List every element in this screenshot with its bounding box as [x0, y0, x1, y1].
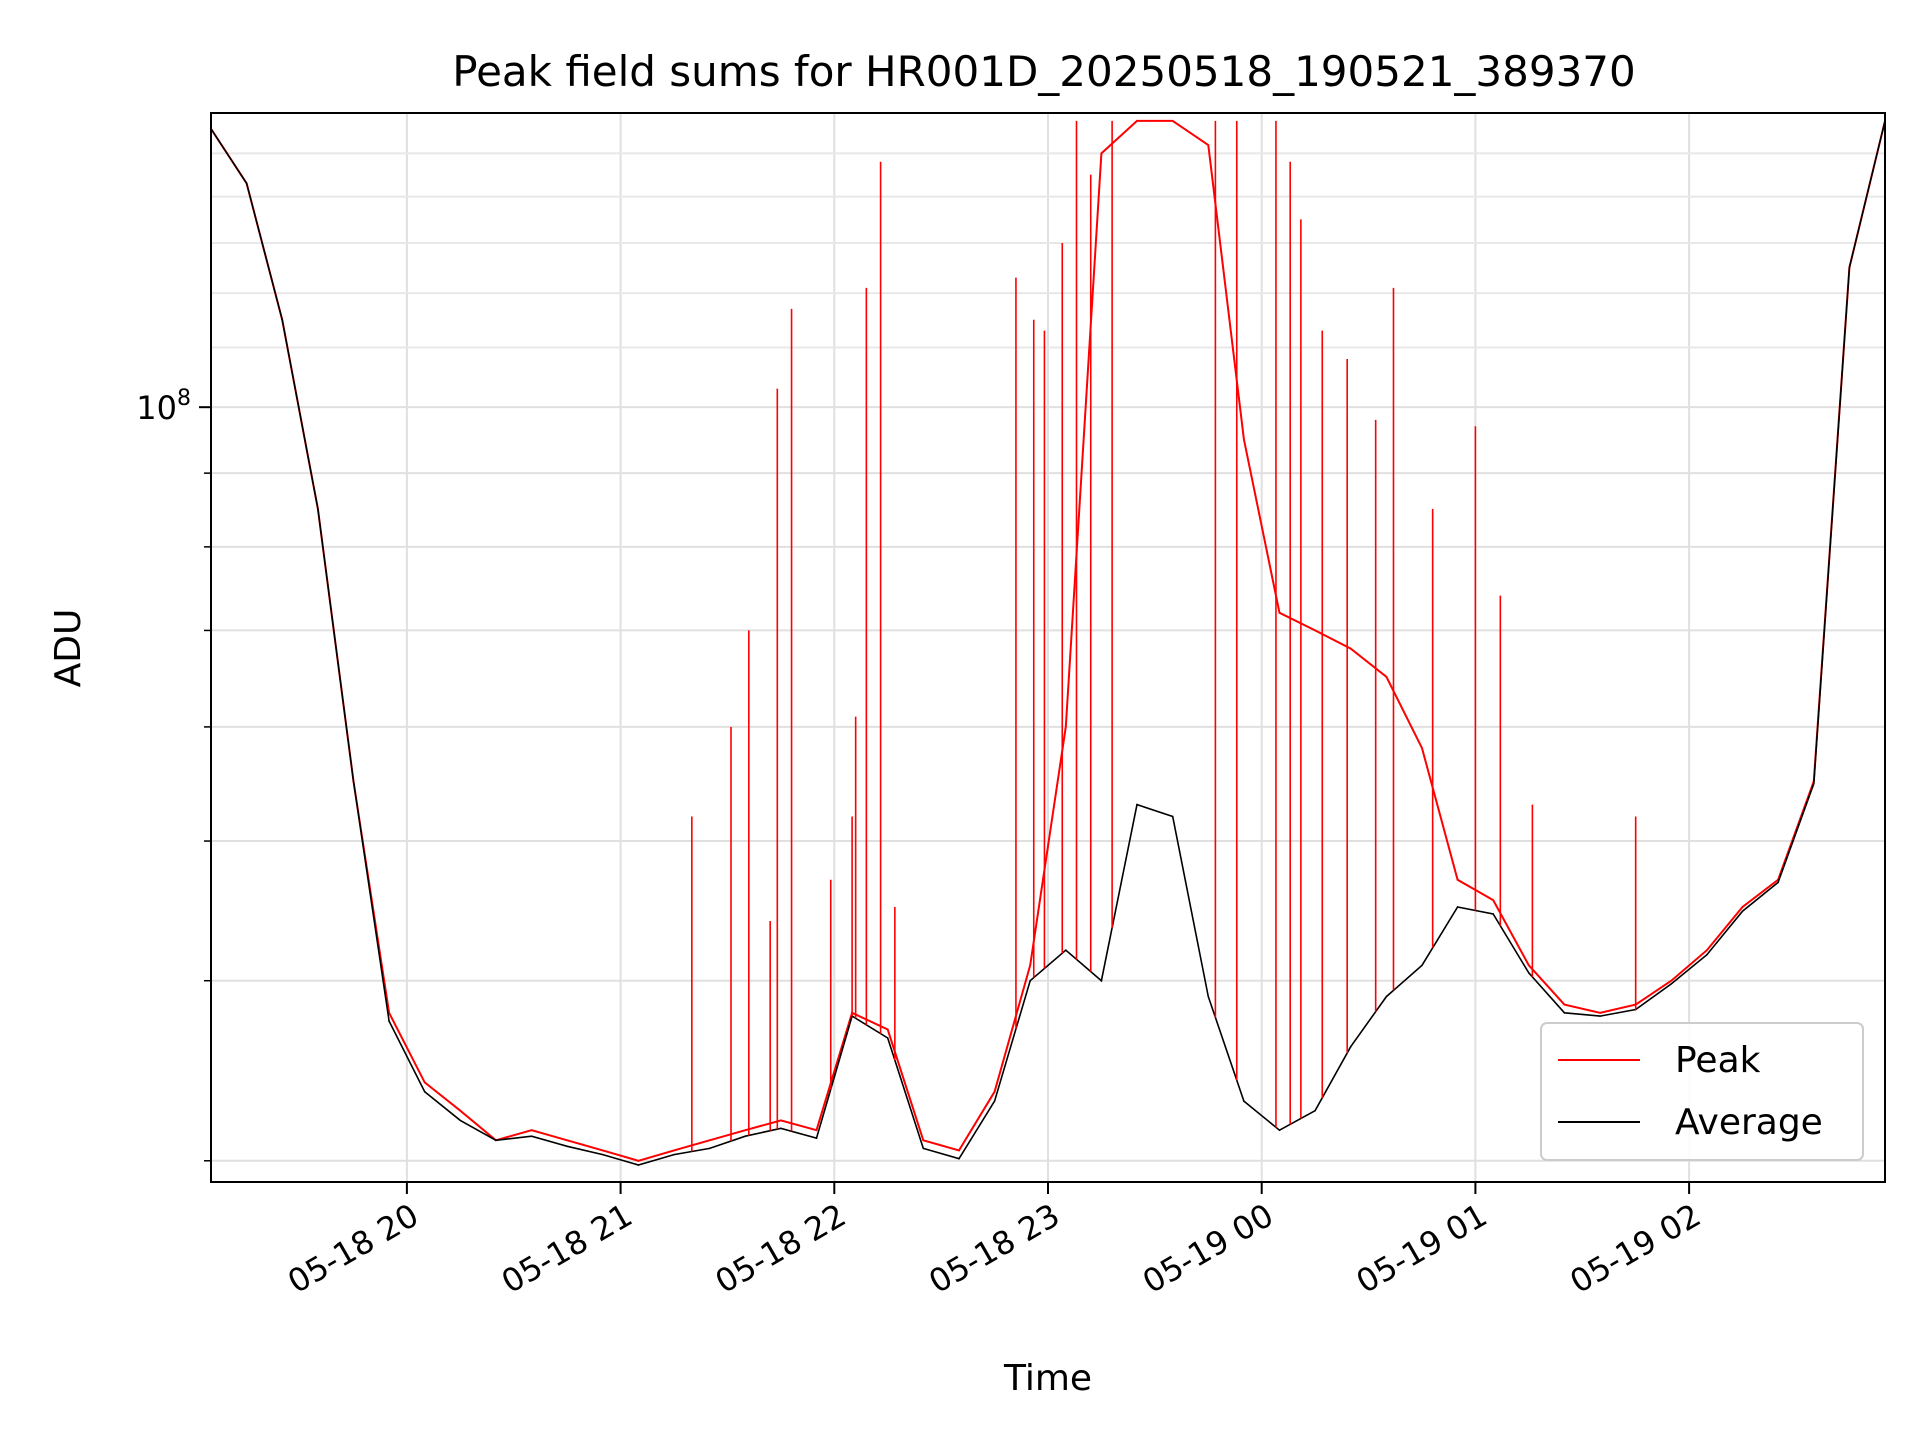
- data-point-peak: [1599, 1012, 1601, 1014]
- data-point-average: [1528, 972, 1530, 974]
- data-point-peak: [1065, 726, 1067, 728]
- plot-area: [211, 119, 1885, 1166]
- series-line-peak: [211, 119, 1885, 1162]
- y-axis: 108: [136, 386, 211, 1162]
- data-point-average: [1456, 906, 1459, 908]
- data-point-average: [1848, 266, 1851, 269]
- data-point-average: [566, 1145, 568, 1148]
- data-point-peak: [459, 1109, 462, 1112]
- data-point-average: [1171, 815, 1174, 818]
- data-point-average: [1207, 995, 1210, 998]
- data-point-average: [637, 1164, 640, 1166]
- data-point-peak: [1492, 899, 1495, 901]
- data-point-average: [922, 1147, 925, 1150]
- data-point-average: [1812, 782, 1815, 785]
- data-point-average: [673, 1153, 675, 1156]
- data-point-peak: [815, 1129, 818, 1132]
- data-point-average: [744, 1135, 747, 1138]
- data-point-peak: [1456, 878, 1459, 881]
- data-point-peak: [886, 1028, 889, 1031]
- data-point-average: [1349, 1045, 1352, 1048]
- data-point-average: [886, 1037, 889, 1039]
- data-point-average: [1136, 803, 1138, 806]
- data-point-peak: [566, 1139, 568, 1142]
- data-point-average: [1314, 1109, 1316, 1112]
- data-point-average: [281, 318, 284, 321]
- legend-label-peak: Peak: [1675, 1040, 1761, 1081]
- data-point-average: [245, 182, 248, 185]
- data-point-average: [1029, 979, 1031, 982]
- chart-title: Peak field sums for HR001D_20250518_1905…: [452, 47, 1636, 96]
- data-point-average: [1421, 964, 1423, 967]
- data-point-average: [1599, 1015, 1601, 1017]
- data-point-peak: [1314, 629, 1316, 632]
- data-point-average: [1278, 1129, 1281, 1132]
- data-point-average: [1243, 1100, 1245, 1102]
- data-point-peak: [1136, 120, 1138, 122]
- data-point-peak: [1670, 979, 1673, 982]
- data-point-peak: [1243, 438, 1245, 441]
- data-point-peak: [1100, 152, 1103, 155]
- data-point-peak: [1741, 906, 1744, 908]
- data-point-average: [815, 1137, 818, 1140]
- series-line-average: [211, 120, 1885, 1166]
- data-point-peak: [637, 1159, 640, 1162]
- data-point-peak: [1207, 144, 1210, 146]
- data-point-peak: [993, 1090, 996, 1093]
- data-point-average: [1065, 949, 1067, 951]
- legend-label-average: Average: [1675, 1102, 1823, 1143]
- data-point-peak: [922, 1139, 925, 1142]
- legend: Peak Average: [1540, 1022, 1864, 1161]
- data-point-average: [495, 1139, 497, 1142]
- data-point-peak: [423, 1081, 426, 1084]
- x-axis-label: Time: [1003, 1358, 1092, 1399]
- data-point-average: [352, 780, 355, 783]
- data-point-average: [780, 1127, 782, 1130]
- data-point-peak: [673, 1149, 675, 1152]
- data-point-average: [1741, 910, 1744, 912]
- data-point-average: [459, 1119, 462, 1122]
- data-point-peak: [1385, 676, 1388, 678]
- data-point-average: [1385, 995, 1388, 998]
- data-point-peak: [530, 1129, 533, 1132]
- data-point-average: [388, 1020, 390, 1022]
- data-point-peak: [708, 1139, 711, 1142]
- data-point-average: [958, 1157, 960, 1160]
- data-point-average: [530, 1135, 533, 1138]
- legend-box: [1540, 1022, 1864, 1161]
- data-point-average: [993, 1100, 996, 1102]
- data-point-peak: [1029, 964, 1031, 967]
- data-point-average: [317, 508, 319, 510]
- data-point-average: [1563, 1012, 1566, 1014]
- data-point-peak: [744, 1129, 747, 1132]
- data-point-average: [1706, 953, 1708, 956]
- data-point-peak: [1528, 964, 1530, 967]
- data-point-average: [1670, 983, 1673, 985]
- data-point-average: [601, 1153, 604, 1156]
- data-point-average: [708, 1147, 711, 1150]
- data-point-peak: [1706, 949, 1708, 951]
- data-point-peak: [1349, 647, 1352, 650]
- data-point-average: [1777, 881, 1779, 884]
- data-point-peak: [601, 1149, 604, 1152]
- y-axis-label: ADU: [48, 609, 89, 688]
- data-point-peak: [1278, 612, 1281, 614]
- data-point-peak: [1563, 1003, 1566, 1006]
- data-point-average: [1100, 979, 1103, 982]
- data-point-average: [1492, 913, 1495, 915]
- data-point-peak: [1421, 747, 1423, 749]
- grid-lines: [211, 113, 1885, 1182]
- data-point-peak: [958, 1149, 960, 1152]
- data-point-peak: [780, 1119, 782, 1122]
- data-point-peak: [1171, 120, 1174, 122]
- y-tick-label: 108: [136, 386, 191, 427]
- data-point-average: [423, 1090, 426, 1093]
